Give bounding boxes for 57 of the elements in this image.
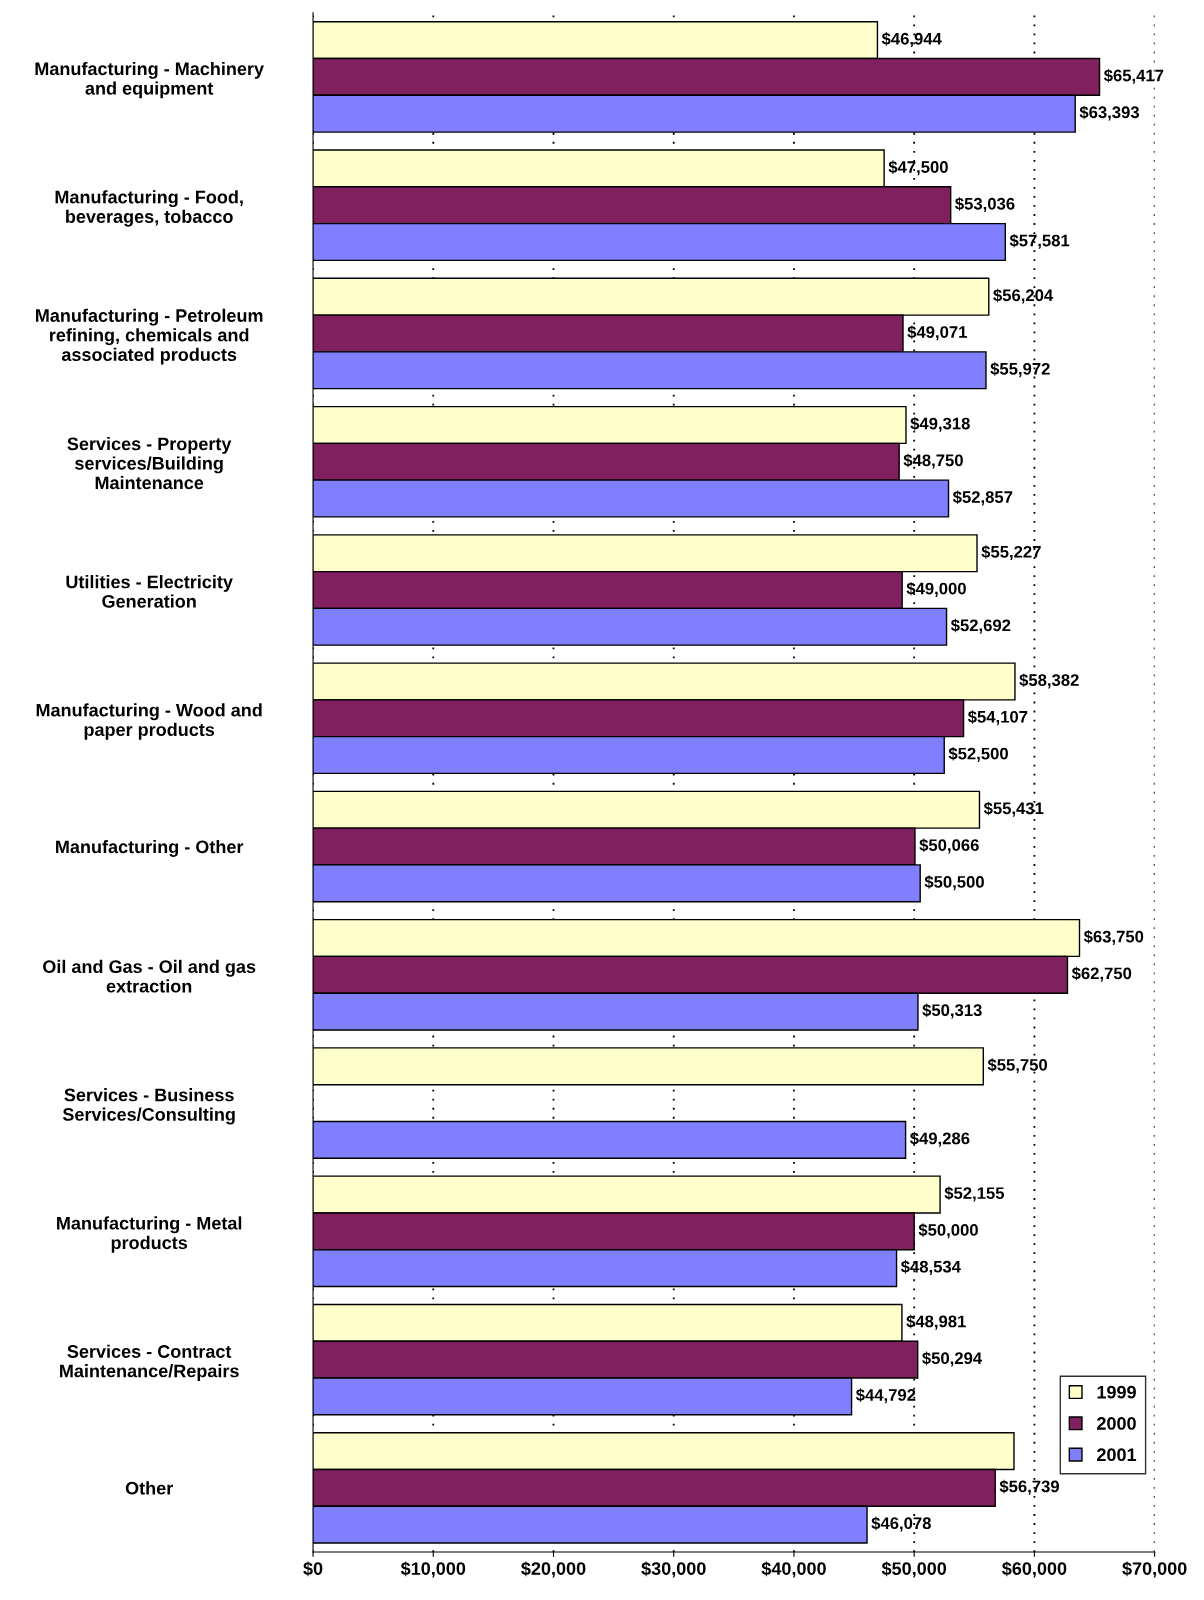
x-tick-label: $10,000 [400, 1561, 466, 1578]
data-label: $55,431 [983, 801, 1044, 817]
data-label: $57,581 [1009, 233, 1070, 249]
data-label: $52,155 [944, 1186, 1005, 1202]
x-tick-label: $70,000 [1122, 1561, 1187, 1578]
data-label: $53,036 [955, 197, 1015, 213]
data-label: $54,107 [967, 710, 1028, 726]
data-label: $52,857 [952, 490, 1013, 506]
data-label: $50,000 [918, 1223, 978, 1239]
y-tick-label: Oil and Gas - Oil and gas extraction [43, 959, 256, 993]
y-tick-label: Services - Business Services/Consulting [62, 1088, 235, 1125]
data-label: $49,071 [907, 325, 967, 341]
data-label: $58,382 [1019, 673, 1079, 689]
x-tick-label: $60,000 [1002, 1561, 1067, 1578]
data-label: $52,500 [948, 746, 1008, 762]
x-tick-label: $50,000 [881, 1561, 947, 1578]
data-label: $55,227 [981, 545, 1041, 561]
data-label: $46,944 [881, 32, 942, 48]
data-label: $52,692 [950, 618, 1011, 634]
data-label: $50,066 [919, 838, 979, 854]
y-tick-label: Utilities - Electricity Generation [66, 575, 233, 608]
data-label: $63,750 [1083, 929, 1144, 945]
data-label: $50,294 [922, 1351, 983, 1367]
data-label: $48,534 [900, 1260, 961, 1275]
data-label: $56,204 [993, 288, 1054, 304]
y-tick-label: Manufacturing - Machinery and equipment [35, 61, 264, 99]
legend-label: 1999 [1097, 1385, 1136, 1399]
data-label: $49,318 [910, 416, 970, 432]
y-tick-label: Services - Property services/Building Maintenance [67, 437, 232, 490]
x-tick-label: $30,000 [641, 1561, 706, 1578]
data-label: $48,981 [906, 1314, 966, 1330]
y-tick-label: Manufacturing - Petroleum refining, chemicals and associated products [36, 308, 263, 365]
y-tick-label: Manufacturing - Food, beverages, tobacco [55, 190, 243, 227]
data-label: $49,286 [909, 1131, 970, 1147]
data-label: $46,078 [871, 1516, 931, 1532]
data-label: $44,792 [855, 1388, 916, 1404]
data-label: $49,000 [906, 581, 966, 597]
x-tick-label: $0 [303, 1561, 323, 1577]
data-label: $48,750 [903, 453, 963, 469]
x-tick-label: $40,000 [761, 1561, 826, 1578]
x-tick-label: $20,000 [521, 1561, 586, 1578]
data-label: $50,313 [922, 1003, 982, 1019]
data-label: $63,393 [1079, 105, 1140, 121]
y-tick-label: Manufacturing - Metal products [57, 1216, 242, 1253]
y-tick-label: Manufacturing - Other [56, 839, 244, 857]
data-label: $56,739 [999, 1479, 1059, 1495]
legend-label: 2000 [1097, 1417, 1136, 1430]
data-label: $65,417 [1103, 68, 1164, 84]
legend-label: 2001 [1097, 1448, 1137, 1462]
y-tick-label: Services - Contract Maintenance/Repairs [60, 1344, 239, 1381]
y-tick-label: Other [125, 1481, 173, 1495]
data-label: $50,500 [924, 875, 984, 891]
data-label: $55,972 [990, 362, 1050, 378]
y-tick-label: Manufacturing - Wood and paper products [36, 703, 262, 740]
data-label: $55,750 [987, 1058, 1048, 1074]
data-label: $62,750 [1071, 966, 1132, 982]
data-label: $47,500 [888, 160, 948, 176]
